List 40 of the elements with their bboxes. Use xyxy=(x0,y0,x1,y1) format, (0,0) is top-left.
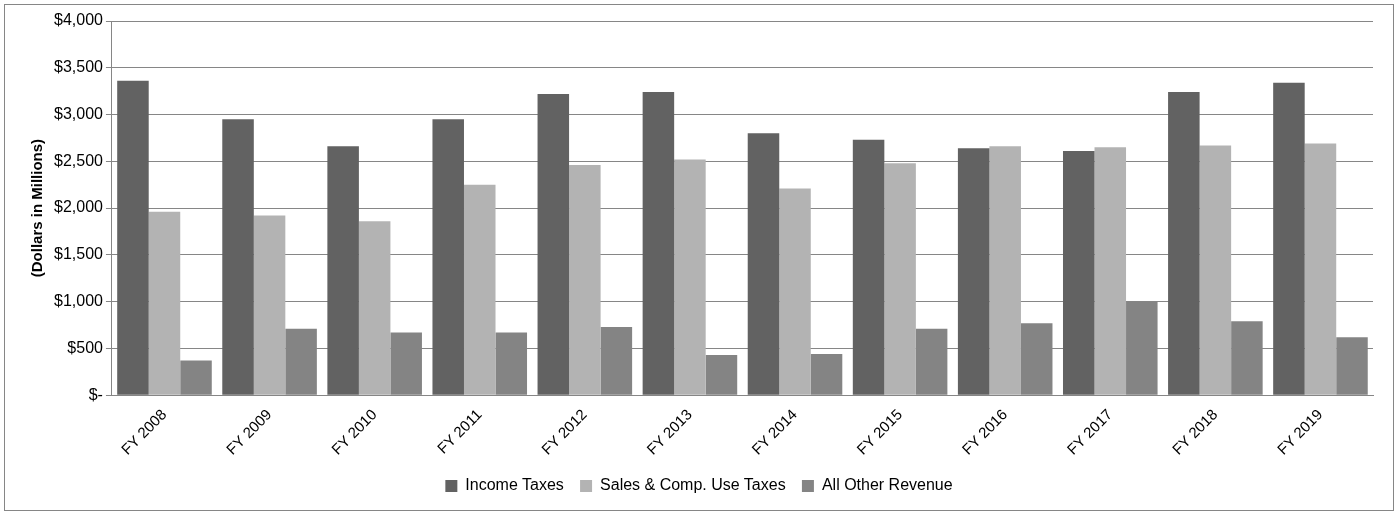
bar xyxy=(569,165,601,395)
y-tick-label: $3,500 xyxy=(54,58,104,76)
bar xyxy=(705,354,738,395)
bar xyxy=(463,184,496,395)
bar xyxy=(1168,92,1200,395)
bar xyxy=(810,354,843,395)
bar xyxy=(432,119,464,395)
bar xyxy=(1062,151,1095,395)
bar xyxy=(117,80,149,395)
y-tick-label: $1,000 xyxy=(54,292,104,310)
bar xyxy=(884,163,916,395)
bar xyxy=(1304,143,1337,395)
bar xyxy=(747,133,780,395)
bar xyxy=(852,139,885,395)
bar xyxy=(180,360,212,395)
y-tick-label: $1,500 xyxy=(54,245,104,263)
bar xyxy=(989,146,1021,395)
bar xyxy=(1094,147,1127,395)
bar xyxy=(1273,82,1305,395)
bar xyxy=(253,215,286,395)
bar xyxy=(537,93,570,395)
legend-label: Income Taxes xyxy=(465,476,564,494)
bar xyxy=(642,92,675,395)
y-tick-label: $- xyxy=(88,385,103,403)
bar xyxy=(674,159,706,395)
bar xyxy=(779,188,811,395)
y-tick-label: $2,500 xyxy=(54,151,104,169)
bar xyxy=(327,146,359,395)
bar xyxy=(222,119,254,395)
y-tick-label: $500 xyxy=(67,338,104,356)
legend-label: Sales & Comp. Use Taxes xyxy=(600,476,786,494)
bar xyxy=(148,211,181,395)
bar xyxy=(358,221,391,395)
y-tick-label: $4,000 xyxy=(54,11,104,29)
y-axis-title: (Dollars in Millions) xyxy=(28,138,46,278)
y-tick-label: $2,000 xyxy=(54,198,104,216)
bar xyxy=(957,148,990,395)
bar xyxy=(1199,145,1232,395)
y-tick-label: $3,000 xyxy=(54,104,104,122)
legend-label: All Other Revenue xyxy=(821,476,953,494)
